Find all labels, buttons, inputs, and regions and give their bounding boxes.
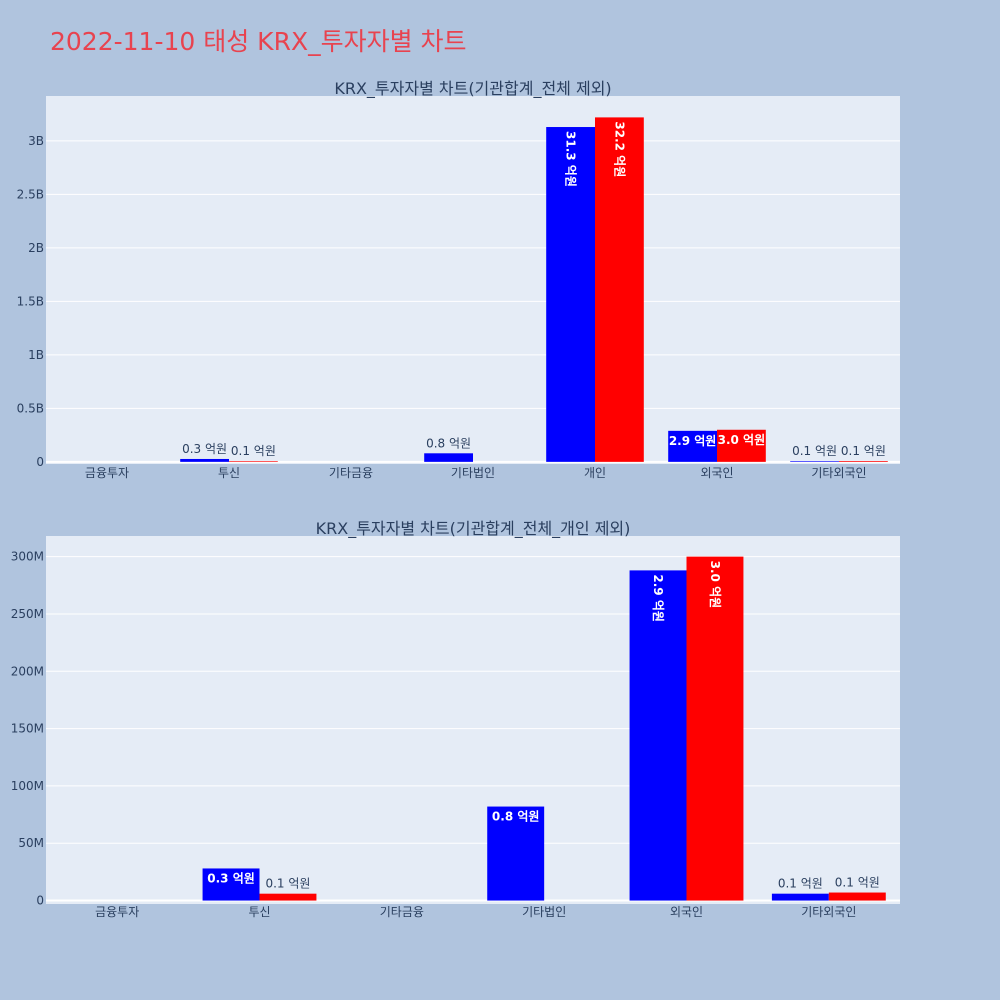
data-label: 0.3 억원 — [207, 871, 255, 885]
page-title: 2022-11-10 태성 KRX_투자자별 차트 — [50, 27, 467, 56]
x-tick-label: 기타금융 — [380, 905, 424, 919]
chart-1: 0 0.5B 1B 1.5B 2B 2.5B 3B KRX_투자자별 차트(기관합계_전체 제… — [17, 79, 900, 480]
x-tick-label: 기타금융 — [329, 466, 373, 480]
y-tick-label: 300M — [11, 550, 44, 564]
x-tick-label: 기타법인 — [522, 905, 566, 919]
data-label: 0.3 억원 — [182, 442, 227, 456]
y-tick-label: 3B — [28, 134, 44, 148]
y-tick-label: 1.5B — [17, 294, 44, 308]
bar — [180, 458, 229, 462]
plot-area — [46, 96, 900, 464]
data-label: 3.0 억원 — [708, 561, 722, 609]
x-tick-label: 기타외국인 — [801, 905, 856, 919]
data-label: 0.1 억원 — [792, 444, 837, 458]
y-tick-label: 100M — [11, 779, 44, 793]
bar — [839, 461, 888, 462]
y-tick-label: 50M — [18, 836, 44, 850]
data-label: 3.0 억원 — [718, 433, 766, 447]
data-label: 2.9 억원 — [651, 574, 665, 622]
data-label: 31.3 억원 — [564, 131, 578, 187]
bar — [259, 893, 317, 901]
x-tick-label: 금융투자 — [95, 905, 139, 919]
y-tick-label: 0.5B — [17, 401, 44, 415]
x-tick-label: 기타법인 — [451, 466, 495, 480]
x-tick-label: 기타외국인 — [811, 466, 866, 480]
bar — [202, 868, 260, 901]
bar — [595, 117, 644, 462]
bar — [790, 461, 839, 462]
data-label: 0.1 억원 — [265, 877, 310, 891]
x-tick-label: 투신 — [218, 466, 240, 480]
y-tick-label: 0 — [36, 894, 44, 908]
data-label: 0.1 억원 — [231, 444, 276, 458]
data-label: 0.1 억원 — [835, 876, 880, 890]
data-label: 0.8 억원 — [492, 810, 540, 824]
data-label: 0.8 억원 — [426, 436, 471, 450]
chart-title: KRX_투자자별 차트(기관합계_전체_개인 제외) — [316, 519, 631, 539]
x-tick-label: 외국인 — [700, 466, 733, 480]
bar — [546, 127, 595, 462]
chart-title: KRX_투자자별 차트(기관합계_전체 제외) — [334, 79, 611, 99]
data-label: 0.1 억원 — [841, 444, 886, 458]
plot-area — [46, 536, 900, 904]
data-label: 0.1 억원 — [778, 877, 823, 891]
chart-2: 0 50M 100M 150M 200M 250M 300M KRX_투자자별 차트(기관합계… — [11, 519, 900, 919]
y-tick-label: 0 — [36, 455, 44, 469]
y-tick-label: 250M — [11, 607, 44, 621]
y-tick-label: 2B — [28, 241, 44, 255]
x-tick-label: 외국인 — [670, 905, 703, 919]
bar — [229, 461, 278, 462]
bar — [424, 453, 473, 462]
x-tick-label: 금융투자 — [85, 466, 129, 480]
x-tick-label: 투신 — [248, 905, 270, 919]
y-tick-label: 2.5B — [17, 187, 44, 201]
data-label: 32.2 억원 — [612, 121, 626, 177]
bar — [629, 570, 687, 901]
y-tick-label: 150M — [11, 722, 44, 736]
bar — [487, 806, 545, 901]
bar — [717, 429, 766, 462]
x-tick-label: 개인 — [584, 466, 606, 480]
y-tick-label: 200M — [11, 664, 44, 678]
bar — [668, 430, 717, 462]
bar — [828, 892, 886, 901]
y-tick-label: 1B — [28, 348, 44, 362]
data-label: 2.9 억원 — [669, 434, 717, 448]
bar — [771, 893, 829, 901]
bar — [686, 556, 744, 901]
